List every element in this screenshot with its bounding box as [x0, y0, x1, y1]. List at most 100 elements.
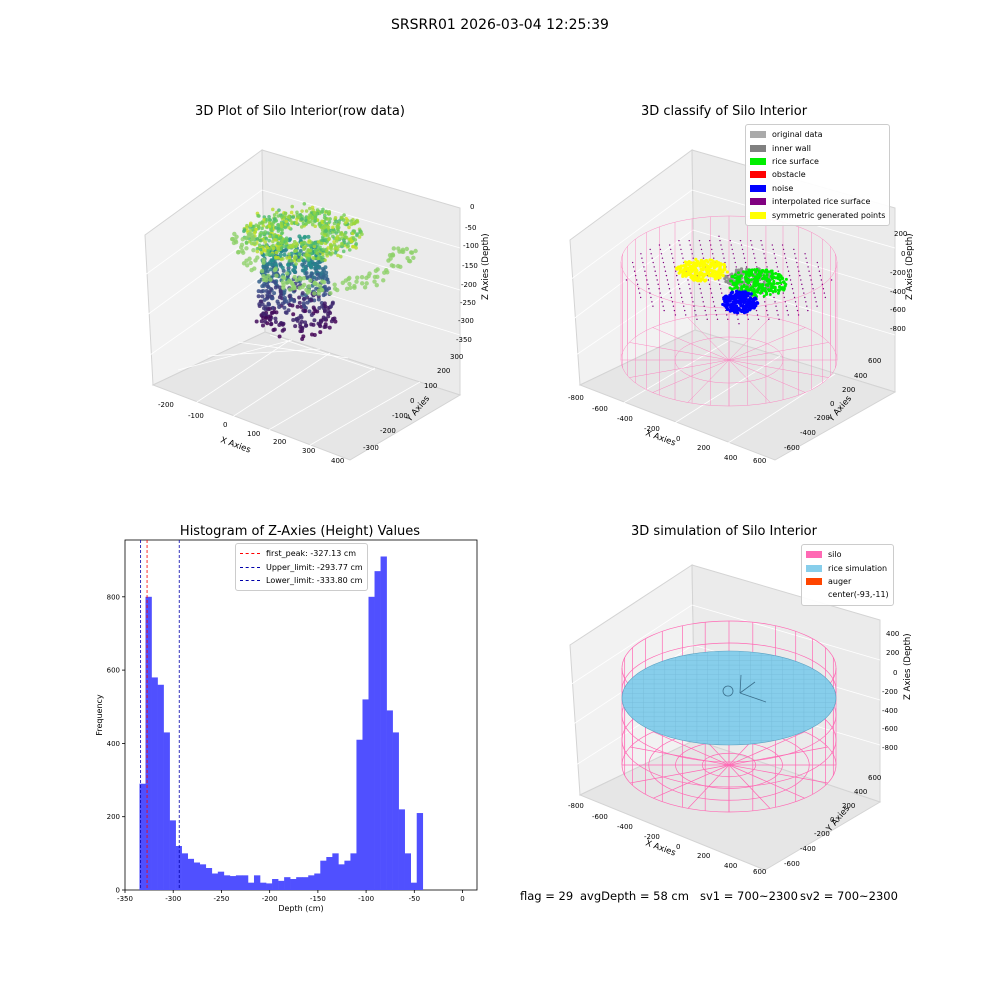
- p2-xtick: 200: [697, 444, 710, 452]
- histogram-bar: [380, 556, 387, 890]
- histogram-bar: [290, 879, 297, 890]
- legend-line: [240, 553, 260, 555]
- p3-ztick: 200: [886, 649, 899, 657]
- p2-xtick: 600: [753, 457, 766, 465]
- flag-text: flag = 29: [520, 889, 574, 903]
- figure-title: SRSRR01 2026-03-04 12:25:39: [391, 17, 609, 33]
- y-tick-label: 800: [107, 593, 120, 601]
- p2-ytick: -600: [784, 444, 800, 452]
- legend-label: rice surface: [772, 156, 819, 166]
- histogram-bar: [314, 873, 321, 890]
- p3-xtick: -200: [644, 833, 660, 841]
- histogram-bar: [175, 846, 182, 890]
- p3-ytick: 600: [868, 774, 881, 782]
- p1-ztick: -300: [458, 317, 474, 325]
- p1-xtick: 0: [223, 421, 227, 429]
- p3-xtick: -800: [568, 802, 584, 810]
- legend-swatch: [750, 171, 766, 179]
- p3-ytick: -400: [800, 845, 816, 853]
- p3-x-axis-label: X Axies: [644, 838, 677, 858]
- p1-ytick: 100: [424, 382, 437, 390]
- histogram-bar: [157, 684, 164, 890]
- p2-xtick: -200: [644, 425, 660, 433]
- p2-ztick: -800: [890, 325, 906, 333]
- histogram-bar: [284, 877, 291, 890]
- panel1-title: 3D Plot of Silo Interior(row data): [195, 104, 405, 119]
- legend-label: auger: [828, 576, 852, 586]
- panel2-legend: original data inner wall rice surface ob…: [745, 124, 891, 226]
- panel2-title: 3D classify of Silo Interior: [640, 104, 808, 119]
- histogram-bar: [145, 596, 152, 890]
- legend-label: first_peak: -327.13 cm: [266, 549, 357, 559]
- p2-ztick: 200: [894, 230, 907, 238]
- legend-label: inner wall: [772, 143, 812, 153]
- legend-item: auger: [806, 575, 889, 588]
- p2-x-axis-label: X Axies: [644, 428, 677, 448]
- legend-label: Upper_limit: -293.77 cm: [266, 562, 363, 572]
- p2-xtick: -400: [617, 415, 633, 423]
- p1-ztick: -150: [462, 262, 478, 270]
- p3-xtick: 600: [753, 868, 766, 876]
- p1-ztick: -50: [465, 224, 476, 232]
- p3-ytick: -600: [784, 860, 800, 868]
- histogram-bar: [260, 882, 267, 890]
- x-tick-label: -50: [409, 895, 420, 903]
- x-tick-label: -100: [358, 895, 374, 903]
- legend-item: inner wall: [750, 141, 885, 154]
- histogram-bar: [320, 860, 327, 890]
- p1-ztick: 0: [470, 203, 474, 211]
- auger-marker: [722, 674, 767, 703]
- histogram-bar: [332, 853, 339, 890]
- legend-swatch: [806, 577, 822, 585]
- histogram-x-label: Depth (cm): [278, 904, 323, 913]
- histogram-bar: [229, 876, 237, 890]
- p1-ztick: -200: [461, 281, 477, 289]
- p3-ztick: -800: [882, 744, 898, 752]
- histogram-chart: -350 -300 -250 -200 -150 -100 -50 0 0 200 400 600 8…: [95, 539, 478, 913]
- sv2-text: sv2 = 700~2300: [800, 889, 898, 903]
- histogram-bar: [241, 875, 249, 890]
- histogram-bar: [386, 710, 393, 890]
- histogram-bar: [308, 875, 315, 890]
- histogram-bar: [398, 809, 405, 890]
- legend-item: noise: [750, 182, 885, 195]
- p1-z-axis-label: Z Axies (Depth): [481, 233, 491, 300]
- histogram-bar: [187, 858, 195, 890]
- histogram-bar: [163, 732, 170, 890]
- histogram-bar: [199, 864, 207, 890]
- legend-swatch: [750, 157, 766, 165]
- legend-item: Lower_limit: -333.80 cm: [240, 574, 363, 587]
- p1-ytick: 300: [450, 353, 463, 361]
- p3-ztick: -400: [882, 707, 898, 715]
- histogram-bar: [302, 877, 309, 890]
- p3-ztick: 0: [893, 669, 897, 677]
- x-tick-label: 0: [460, 895, 464, 903]
- legend-label: noise: [772, 183, 794, 193]
- x-tick-label: -150: [310, 895, 326, 903]
- legend-label: obstacle: [772, 170, 806, 180]
- p2-ytick: -400: [800, 429, 816, 437]
- y-tick-label: 200: [107, 813, 120, 821]
- p2-ytick: -200: [814, 414, 830, 422]
- panel3-legend: silo rice simulation auger center(-93,-1…: [801, 544, 894, 606]
- p2-ytick: 600: [868, 357, 881, 365]
- legend-item: symmetric generated points: [750, 208, 885, 221]
- histogram-bar: [151, 677, 158, 890]
- histogram-bar: [404, 853, 411, 890]
- legend-label: rice simulation: [828, 563, 888, 573]
- legend-swatch: [806, 591, 822, 598]
- x-tick-label: -250: [213, 895, 229, 903]
- histogram-bar: [410, 882, 418, 890]
- x-tick-label: -300: [165, 895, 181, 903]
- p3-ytick: 200: [842, 802, 855, 810]
- histogram-bar: [223, 875, 231, 890]
- panel3-3d-plot: -800 -600 -400 -200 0 200 400 600 600 40…: [568, 564, 913, 876]
- p1-ytick: -100: [392, 412, 408, 420]
- x-tick-label: -350: [117, 895, 133, 903]
- p1-xtick: -100: [188, 412, 204, 420]
- histogram-bar: [272, 879, 279, 890]
- p3-ztick: -600: [882, 725, 898, 733]
- histogram-bar: [338, 864, 345, 890]
- legend-item: original data: [750, 128, 885, 141]
- x-tick-label: -200: [262, 895, 278, 903]
